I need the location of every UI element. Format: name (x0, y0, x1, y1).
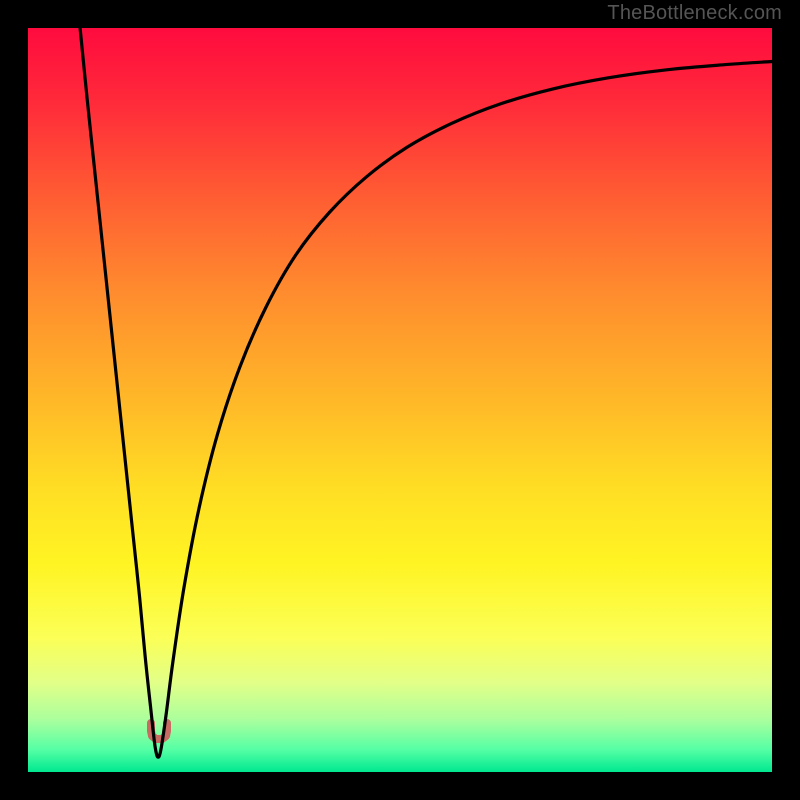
watermark-text: TheBottleneck.com (607, 2, 782, 25)
plot-area (28, 28, 772, 772)
bottleneck-curve (80, 28, 772, 757)
curve-layer (28, 28, 772, 772)
